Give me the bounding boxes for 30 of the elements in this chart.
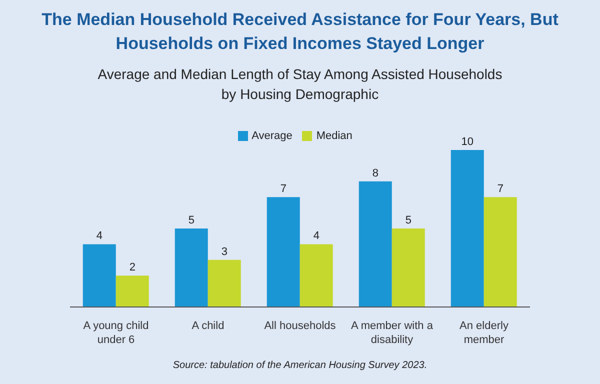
chart-subtitle: Average and Median Length of Stay Among Assisted Households by Housing Demographic — [96, 65, 504, 104]
bar — [174, 228, 208, 307]
source-note: Source: tabulation of the American Housing Survey 2023. — [172, 360, 428, 371]
bar — [208, 260, 241, 307]
data-label: 2 — [129, 262, 136, 274]
bar — [358, 181, 392, 307]
legend-label: Median — [316, 130, 352, 142]
bar — [392, 228, 425, 307]
data-label: 8 — [372, 167, 378, 180]
data-label: 7 — [497, 183, 504, 196]
data-label: 7 — [280, 183, 286, 196]
data-label: 3 — [221, 246, 228, 258]
data-label: 5 — [405, 214, 412, 226]
data-label: 4 — [96, 230, 102, 242]
bar — [82, 244, 116, 307]
x-tick-label: A member with a disability — [351, 320, 434, 346]
bar — [266, 197, 300, 307]
data-label: 5 — [188, 214, 194, 226]
x-tick-label: A child — [192, 320, 224, 332]
data-label: 10 — [461, 136, 474, 148]
legend-label: Average — [252, 130, 292, 142]
chart-title: The Median Household Received Assistance for Four Years, But Households on Fixed Incomes Stayed Longer — [40, 9, 560, 55]
bar — [450, 150, 484, 307]
bar — [116, 276, 149, 307]
x-tick-label: All households — [264, 320, 336, 332]
data-label: 4 — [313, 230, 320, 242]
x-tick-label: A young child under 6 — [83, 320, 149, 346]
bar — [484, 197, 517, 307]
x-tick-label: An elderly member — [460, 320, 509, 346]
bar — [300, 244, 333, 307]
